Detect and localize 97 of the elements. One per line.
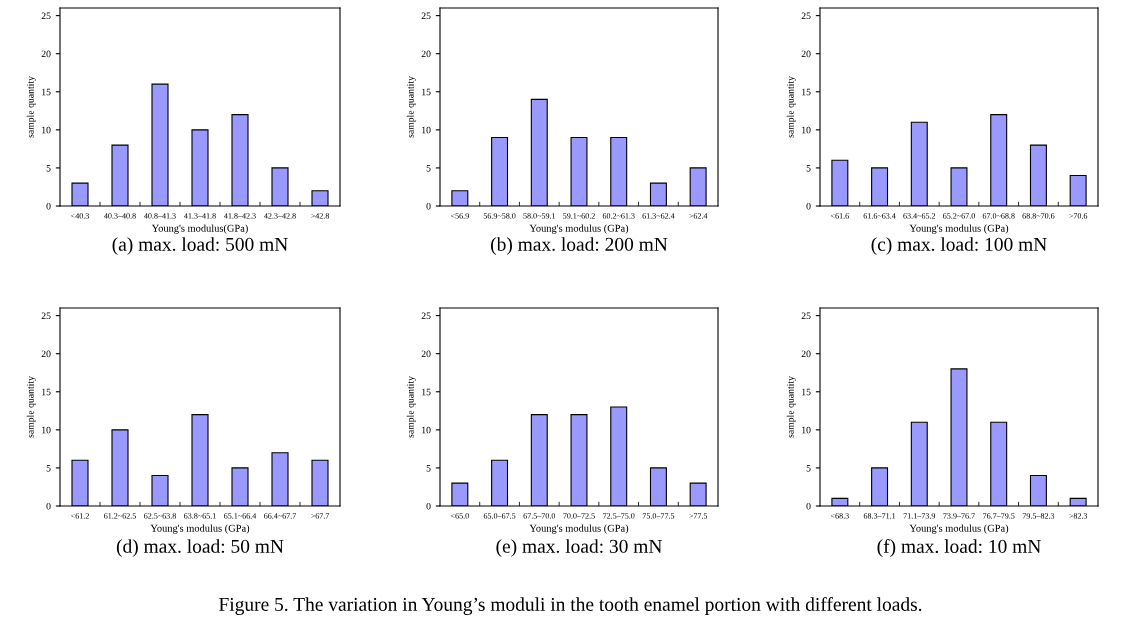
- y-axis-title: sample quantity: [786, 376, 796, 438]
- y-tick-label: 15: [422, 388, 431, 396]
- y-tick-label: 15: [422, 88, 431, 96]
- y-tick-label: 10: [42, 126, 51, 134]
- y-tick-label: 10: [42, 426, 51, 434]
- x-tick-label: 56.9~58.0: [483, 213, 516, 219]
- y-tick-label: 0: [806, 202, 811, 210]
- x-tick-label: >70.6: [1069, 213, 1088, 219]
- x-tick-label: 40.3–40.8: [104, 213, 136, 219]
- y-tick-label: 20: [41, 350, 51, 358]
- text: (a) max. load: 500 mN: [112, 237, 288, 255]
- y-tick-label: 5: [806, 164, 811, 172]
- x-tick-label: 41.3–41.8: [184, 213, 216, 219]
- y-tick-label: 20: [421, 50, 431, 58]
- y-tick-label: 5: [426, 464, 431, 472]
- x-tick-label: 61.3~62.4: [642, 213, 675, 219]
- x-tick-label: 70.0–72.5: [563, 513, 595, 519]
- x-tick-label: <56.9: [450, 213, 469, 219]
- y-tick-label: 15: [42, 388, 51, 396]
- y-axis-title: sample quantity: [26, 76, 36, 138]
- x-axis-title: Young's modulus (GPa): [909, 224, 1009, 234]
- caption: Figure 5. The variation in Young’s moduli in the tooth enamel portion with different loads.: [219, 597, 922, 615]
- y-tick-label: 5: [46, 164, 51, 172]
- x-tick-label: 75.0–77.5: [642, 513, 675, 519]
- y-tick-label: 15: [802, 88, 811, 96]
- x-tick-label: 40.8–41.3: [144, 213, 176, 219]
- y-tick-label: 20: [801, 350, 811, 358]
- text: (e) max. load: 30 mN: [496, 539, 662, 557]
- x-tick-label: 67.5–70.0: [523, 513, 556, 519]
- x-tick-label: 66.4~67.7: [264, 513, 297, 519]
- y-tick-label: 25: [41, 312, 51, 320]
- y-tick-label: 5: [426, 164, 431, 172]
- x-tick-label: <61.2: [71, 513, 89, 519]
- x-tick-label: <61.6: [830, 213, 849, 219]
- x-axis-title: Young's modulus (GPa): [529, 224, 629, 234]
- x-tick-label: <65.0: [450, 513, 469, 519]
- y-tick-label: 25: [41, 12, 51, 20]
- x-tick-label: >77.5: [689, 513, 708, 519]
- x-tick-label: 67.0~68.8: [982, 213, 1015, 219]
- x-tick-label: 68.3–71.1: [863, 513, 896, 519]
- y-tick-label: 15: [42, 88, 51, 96]
- text: (d) max. load: 50 mN: [116, 539, 284, 557]
- y-tick-label: 0: [806, 502, 811, 510]
- x-tick-label: 65.0–67.5: [483, 513, 516, 519]
- x-tick-label: 65.1~66.4: [224, 513, 257, 519]
- y-tick-label: 0: [426, 502, 431, 510]
- y-tick-label: 10: [422, 426, 431, 434]
- text: (f) max. load: 10 mN: [877, 539, 1041, 557]
- y-tick-label: 20: [801, 50, 811, 58]
- text: (b) max. load: 200 mN: [491, 237, 668, 255]
- y-axis-title: sample quantity: [786, 76, 796, 138]
- y-tick-label: 20: [421, 350, 431, 358]
- y-axis-title: sample quantity: [406, 376, 416, 438]
- x-tick-label: 61.6~63.4: [863, 213, 896, 219]
- x-tick-label: 63.4~65.2: [903, 213, 936, 219]
- y-axis-title: sample quantity: [406, 76, 416, 138]
- x-tick-label: >67.7: [311, 513, 330, 519]
- x-tick-label: >42.8: [311, 213, 330, 219]
- x-tick-label: 58.0~59.1: [523, 213, 556, 219]
- y-tick-label: 10: [802, 126, 811, 134]
- x-tick-label: 73.9–76.7: [943, 513, 975, 519]
- x-tick-label: 41.8–42.3: [224, 213, 256, 219]
- y-axis-title: sample quantity: [26, 376, 36, 438]
- y-tick-label: 0: [46, 502, 51, 510]
- x-tick-label: 72.5–75.0: [603, 513, 635, 519]
- y-tick-label: 25: [801, 312, 811, 320]
- x-tick-label: 76.7–79.5: [983, 513, 1015, 519]
- x-tick-label: 63.8~65.1: [184, 513, 216, 519]
- y-tick-label: 25: [801, 12, 811, 20]
- x-tick-label: 61.2~62.5: [104, 513, 136, 519]
- y-tick-label: 0: [46, 202, 51, 210]
- x-axis-title: Young's modulus (GPa): [150, 524, 250, 534]
- x-tick-label: 68.8~70.6: [1022, 213, 1055, 219]
- y-tick-label: 10: [802, 426, 811, 434]
- y-tick-label: 5: [806, 464, 811, 472]
- text: (c) max. load: 100 mN: [871, 237, 1047, 255]
- x-axis-title: Young's modulus(GPa): [151, 224, 248, 234]
- y-tick-label: 5: [46, 464, 51, 472]
- x-tick-label: 62.5~63.8: [144, 513, 176, 519]
- x-tick-label: 42.3–42.8: [264, 213, 296, 219]
- y-tick-label: 15: [802, 388, 811, 396]
- y-tick-label: 25: [421, 12, 431, 20]
- x-tick-label: >62.4: [689, 213, 708, 219]
- x-tick-label: <68.3: [830, 513, 849, 519]
- x-tick-label: 59.1~60.2: [563, 213, 595, 219]
- x-tick-label: >82.3: [1069, 513, 1088, 519]
- x-tick-label: 65.2~67.0: [943, 213, 975, 219]
- x-tick-label: 71.1–73.9: [903, 513, 936, 519]
- y-tick-label: 20: [41, 50, 51, 58]
- x-axis-title: Young's modulus (GPa): [529, 524, 629, 534]
- x-tick-label: <40.3: [71, 213, 90, 219]
- y-tick-label: 0: [426, 202, 431, 210]
- x-tick-label: 60.2~61.3: [602, 213, 635, 219]
- x-axis-title: Young's modulus (GPa): [909, 524, 1009, 534]
- x-tick-label: 79.5–82.3: [1022, 513, 1055, 519]
- y-tick-label: 10: [422, 126, 431, 134]
- y-tick-label: 25: [421, 312, 431, 320]
